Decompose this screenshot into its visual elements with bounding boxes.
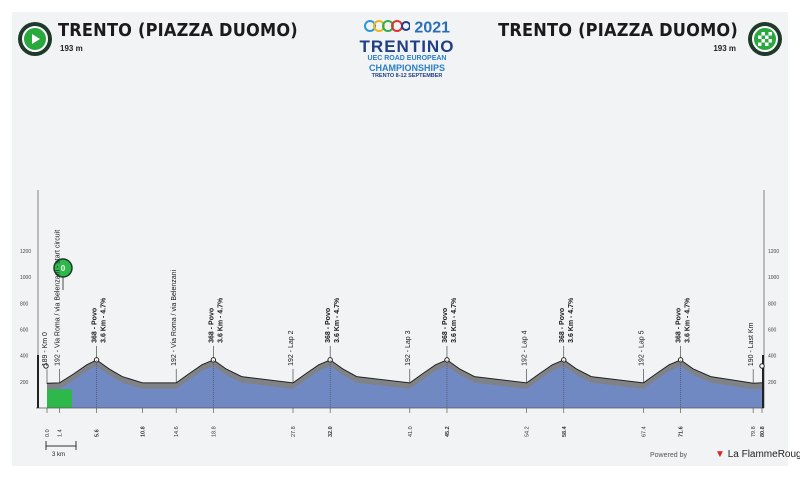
y-axis-left: 200 400 600 800 1000 1200 (20, 190, 39, 408)
start-dot (43, 363, 49, 369)
finish-badge (748, 22, 782, 56)
annotation-label: 192 - Lap 2 (288, 330, 295, 366)
km-label: 32.0 (328, 426, 334, 437)
logo-line2: CHAMPIONSHIPS (368, 63, 445, 73)
y-tick-label: 800 (768, 301, 777, 307)
finish-dot (759, 363, 765, 369)
annotation-label: 368 - Povo (325, 308, 332, 343)
logo-line3: TRENTO 8-12 SEPTEMBER (371, 73, 443, 79)
play-icon (22, 26, 48, 52)
y-tick-label: 800 (20, 301, 29, 307)
km-label: 18.8 (211, 426, 217, 437)
summit-dot (677, 357, 684, 363)
km-label: 45.2 (445, 426, 451, 437)
annotation-label: 368 - Povo (442, 308, 449, 343)
start-badge (18, 22, 52, 56)
y-tick-label: 400 (20, 354, 29, 360)
brand-name: La FlammeRouge (727, 449, 800, 460)
start-elevation: 193 m (60, 44, 83, 53)
profile-line (46, 359, 763, 384)
annotation-label: 3.6 Km - 4.7% (101, 297, 108, 343)
y-tick-label: 400 (768, 354, 777, 360)
powered-by: Powered by (650, 452, 687, 459)
annotation-label: 3.6 Km - 4.7% (334, 297, 341, 343)
summit-dot (93, 357, 100, 363)
summit-dot (561, 357, 567, 363)
km-label: 71.6 (679, 426, 685, 437)
annotation-label: 3.6 Km - 4.7% (568, 297, 575, 343)
y-tick-label: 600 (768, 328, 777, 334)
y-tick-label: 1000 (768, 275, 779, 281)
y-tick-label: 600 (20, 328, 29, 334)
brand-logo: ▼ La FlammeRouge (715, 449, 800, 460)
km-label: 14.6 (174, 426, 180, 437)
checkered-flag-icon (752, 26, 778, 52)
start-section (47, 389, 72, 408)
start-city: TRENTO (PIAZZA DUOMO) (58, 20, 298, 41)
annotation-label: 192 - Lap 3 (405, 330, 412, 366)
finish-city: TRENTO (PIAZZA DUOMO) (498, 20, 738, 41)
km-markers: 0.0 1.4 5.6 10.8 14.6 18.8 27.8 32.0 41.0 45.2 54.… (45, 408, 766, 437)
cycling-rings-icon (363, 18, 411, 39)
annotation-label: 3.6 Km - 4.7% (685, 297, 692, 343)
annotation-label: 3.6 Km - 4.7% (451, 297, 458, 343)
logo-line1: UEC ROAD EUROPEAN (367, 55, 447, 62)
y-tick-label: 1200 (768, 249, 779, 255)
finish-elevation: 193 m (713, 44, 736, 53)
logo-year: 2021 (414, 19, 451, 37)
y-tick-label: 200 (20, 380, 29, 386)
logo-name: TRENTINO (359, 37, 455, 56)
km-label: 58.4 (562, 425, 568, 437)
annotation-label: 368 - Povo (92, 308, 99, 343)
annotation-label: 189 - Km 0 (42, 332, 49, 366)
summit-dot (327, 357, 333, 363)
annotation-label: 192 - Via Roma / via Belenzani (171, 269, 178, 365)
annotation-label: 192 - Lap 5 (638, 330, 645, 366)
y-tick-label: 1000 (20, 275, 31, 281)
y-tick-label: 200 (768, 380, 777, 386)
flamme-rouge-icon: ▼ (715, 449, 725, 460)
start-pin-label: 0 (61, 264, 66, 273)
annotation-label: 190 - Last Km (748, 322, 755, 366)
km-label: 54.2 (525, 426, 531, 437)
km-label: 5.6 (95, 429, 101, 437)
km-label: 79.8 (751, 426, 757, 437)
annotation-label: 192 - Lap 4 (522, 330, 529, 366)
y-tick-label: 1200 (20, 249, 31, 255)
scale-bar: 3 km (45, 441, 77, 458)
km-label: 10.8 (141, 426, 147, 437)
km-label: 80.8 (760, 426, 766, 437)
km-label: 1.4 (57, 429, 63, 437)
summit-dot (444, 357, 450, 363)
km-label: 67.4 (641, 426, 647, 437)
y-axis-right: 200 400 600 800 1000 1200 (763, 190, 779, 408)
km-label: 41.0 (408, 426, 414, 437)
scale-label: 3 km (52, 452, 65, 458)
profile-area: 0 (36, 258, 765, 409)
annotation-label: 368 - Povo (676, 308, 683, 343)
km-label: 27.8 (291, 426, 297, 437)
annotations: 189 - Km 0 192 - Via Roma / via Belenzani… (42, 230, 755, 408)
annotation-label: 368 - Povo (208, 308, 215, 343)
start-pin: 0 (53, 258, 73, 290)
annotation-label: 192 - Via Roma / via Belenzani - start c… (54, 230, 61, 366)
annotation-label: 3.6 Km - 4.7% (217, 297, 224, 343)
event-logo: 2021 TRENTINO UEC ROAD EUROPEAN CHAMPION… (352, 18, 462, 79)
km-label: 0.0 (45, 429, 51, 437)
profile-surface-band (47, 359, 762, 390)
summit-dot (210, 357, 217, 363)
annotation-label: 368 - Povo (559, 308, 566, 343)
